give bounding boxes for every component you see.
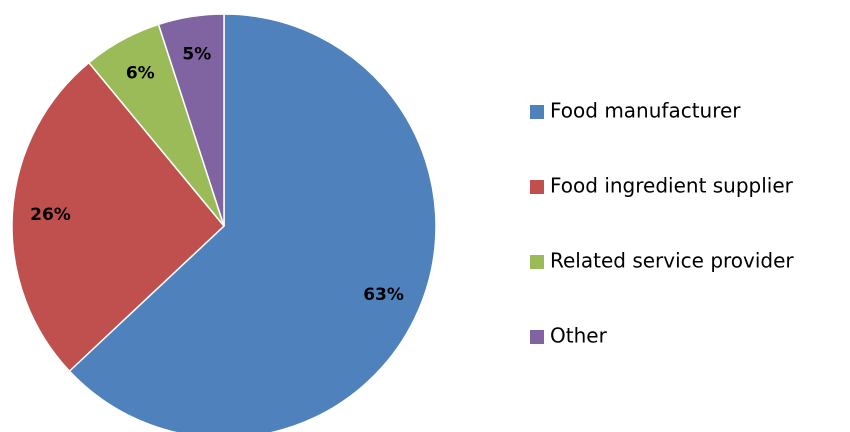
legend-label: Other xyxy=(550,324,608,348)
legend-swatch xyxy=(530,180,544,194)
data-label: 6% xyxy=(126,64,155,84)
pie-slice xyxy=(68,13,437,432)
data-label: 63% xyxy=(363,285,404,305)
legend-swatch xyxy=(530,255,544,269)
legend-label: Food manufacturer xyxy=(550,99,741,123)
pie-slice xyxy=(11,61,226,373)
data-label: 5% xyxy=(182,44,211,64)
legend-label: Food ingredient supplier xyxy=(550,174,794,198)
legend-swatch xyxy=(530,330,544,344)
data-label: 26% xyxy=(30,205,71,225)
legend-label: Related service provider xyxy=(550,249,794,273)
legend-swatch xyxy=(530,105,544,119)
pie-slice xyxy=(157,13,225,227)
